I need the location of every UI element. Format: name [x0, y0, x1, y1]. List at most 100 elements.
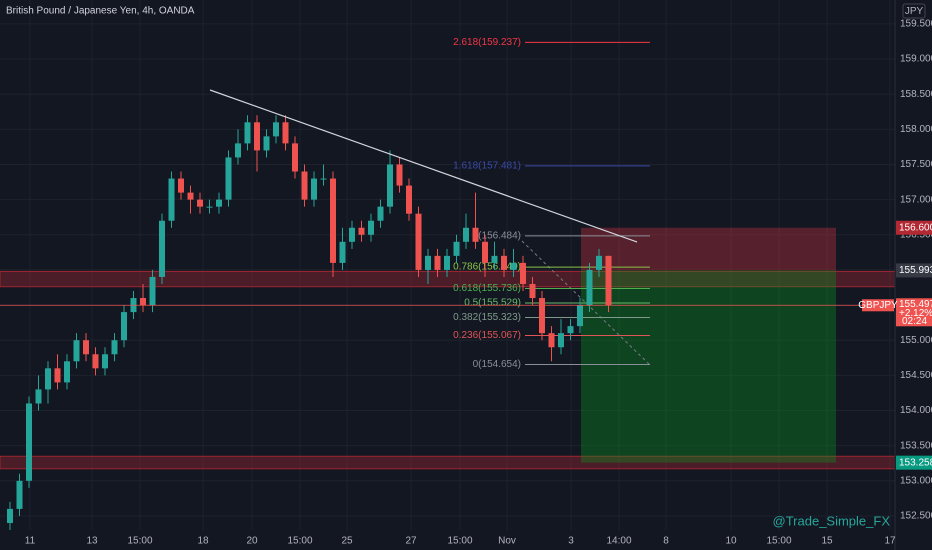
candles — [7, 115, 612, 530]
candle-body — [83, 340, 89, 355]
candle-body — [301, 171, 308, 200]
candle-body — [520, 262, 526, 284]
candle-body — [349, 227, 355, 242]
price-label: 155.993 — [899, 265, 932, 276]
currency: JPY — [905, 6, 924, 17]
candle-body — [577, 305, 583, 327]
price-label-box — [896, 455, 932, 470]
candle-body — [539, 298, 545, 334]
candle-body — [225, 157, 232, 200]
x-tick-label: 11 — [25, 536, 36, 547]
candle-body — [206, 206, 213, 208]
y-tick-label: 158.500 — [900, 89, 932, 100]
candle-body — [330, 178, 336, 263]
candle-body — [26, 403, 32, 481]
fib-label: 1(156.484) — [473, 231, 521, 242]
y-tick-label: 157.000 — [900, 194, 932, 205]
y-tick-label: 153.000 — [900, 475, 932, 486]
candle-body — [235, 143, 241, 158]
candle-body — [387, 164, 393, 207]
candle-body — [558, 333, 564, 348]
candle-body — [121, 312, 127, 341]
fib-label: 2.618(159.237) — [453, 37, 521, 48]
candle-body — [7, 508, 13, 523]
candle-body — [605, 255, 612, 306]
countdown: 02:24 — [902, 316, 927, 327]
candle-body — [216, 199, 222, 207]
candle-body — [149, 276, 156, 306]
candle-body — [510, 262, 517, 270]
candle-body — [501, 255, 507, 270]
symbol: GBPJPY — [858, 300, 898, 311]
candle-body — [263, 136, 270, 151]
candle-body — [92, 354, 99, 369]
y-tick-label: 154.500 — [900, 370, 932, 381]
x-tick-label: 8 — [663, 536, 669, 547]
candle-body — [406, 185, 412, 214]
x-tick-label: 3 — [568, 536, 574, 547]
candle-body — [64, 361, 70, 383]
candle-body — [358, 227, 365, 235]
y-tick-label: 152.500 — [900, 511, 932, 522]
candle-body — [35, 389, 42, 404]
x-tick-label: 27 — [405, 536, 417, 547]
candle-body — [482, 241, 488, 263]
candle-body — [159, 220, 165, 277]
candle-body — [491, 255, 498, 263]
candle-body — [529, 283, 536, 299]
price-label-box — [896, 220, 932, 235]
last-change: +2.12% — [899, 308, 932, 319]
currency-box[interactable] — [902, 3, 926, 19]
x-tick-label: 15 — [821, 536, 833, 547]
fib-label: 0.5(155.529) — [464, 298, 521, 309]
candle-body — [282, 122, 289, 144]
candle-body — [292, 143, 298, 172]
candle-body — [472, 227, 479, 242]
fib-label: 0.382(155.323) — [453, 312, 521, 323]
candle-body — [16, 480, 23, 509]
candle-body — [140, 298, 146, 306]
candle-body — [168, 178, 175, 221]
y-tick-label: 159.000 — [900, 54, 932, 65]
candle-body — [197, 199, 203, 207]
target-area — [581, 270, 836, 463]
price-label-box — [896, 263, 932, 278]
candle-body — [377, 206, 384, 221]
candle-body — [111, 340, 118, 355]
last-price-box — [896, 298, 932, 327]
x-tick-label: 18 — [197, 536, 209, 547]
x-tick-label: 13 — [86, 536, 98, 547]
stop-area — [581, 227, 836, 271]
candle-body — [273, 122, 279, 137]
x-tick-label: 20 — [246, 536, 258, 547]
candle-body — [311, 178, 317, 200]
x-tick-label: 15:00 — [447, 536, 472, 547]
price-label: 156.600 — [899, 222, 932, 233]
watermark: @Trade_Simple_FX — [773, 513, 891, 528]
y-tick-label: 157.500 — [900, 159, 932, 170]
candle-body — [320, 178, 327, 180]
fib-label: 1.618(157.481) — [453, 160, 521, 171]
candle-body — [586, 269, 593, 306]
x-tick-label: 25 — [341, 536, 353, 547]
x-tick-label: 14:00 — [606, 536, 631, 547]
candle-body — [425, 255, 431, 270]
candle-body — [54, 368, 61, 383]
candle-body — [434, 255, 441, 270]
x-tick-label: 15:00 — [287, 536, 312, 547]
fib-label: 0.236(155.067) — [453, 330, 521, 341]
y-tick-label: 153.500 — [900, 440, 932, 451]
candle-body — [368, 220, 374, 235]
candle-body — [339, 241, 346, 263]
price-label: 153.258 — [899, 457, 932, 468]
position — [581, 227, 836, 463]
x-tick-label: 15:00 — [127, 536, 152, 547]
x-tick-label: 10 — [725, 536, 737, 547]
x-tick-label: 15:00 — [766, 536, 791, 547]
trendline — [209, 89, 638, 243]
zones — [0, 270, 896, 470]
last-price: 155.497 — [899, 299, 932, 310]
